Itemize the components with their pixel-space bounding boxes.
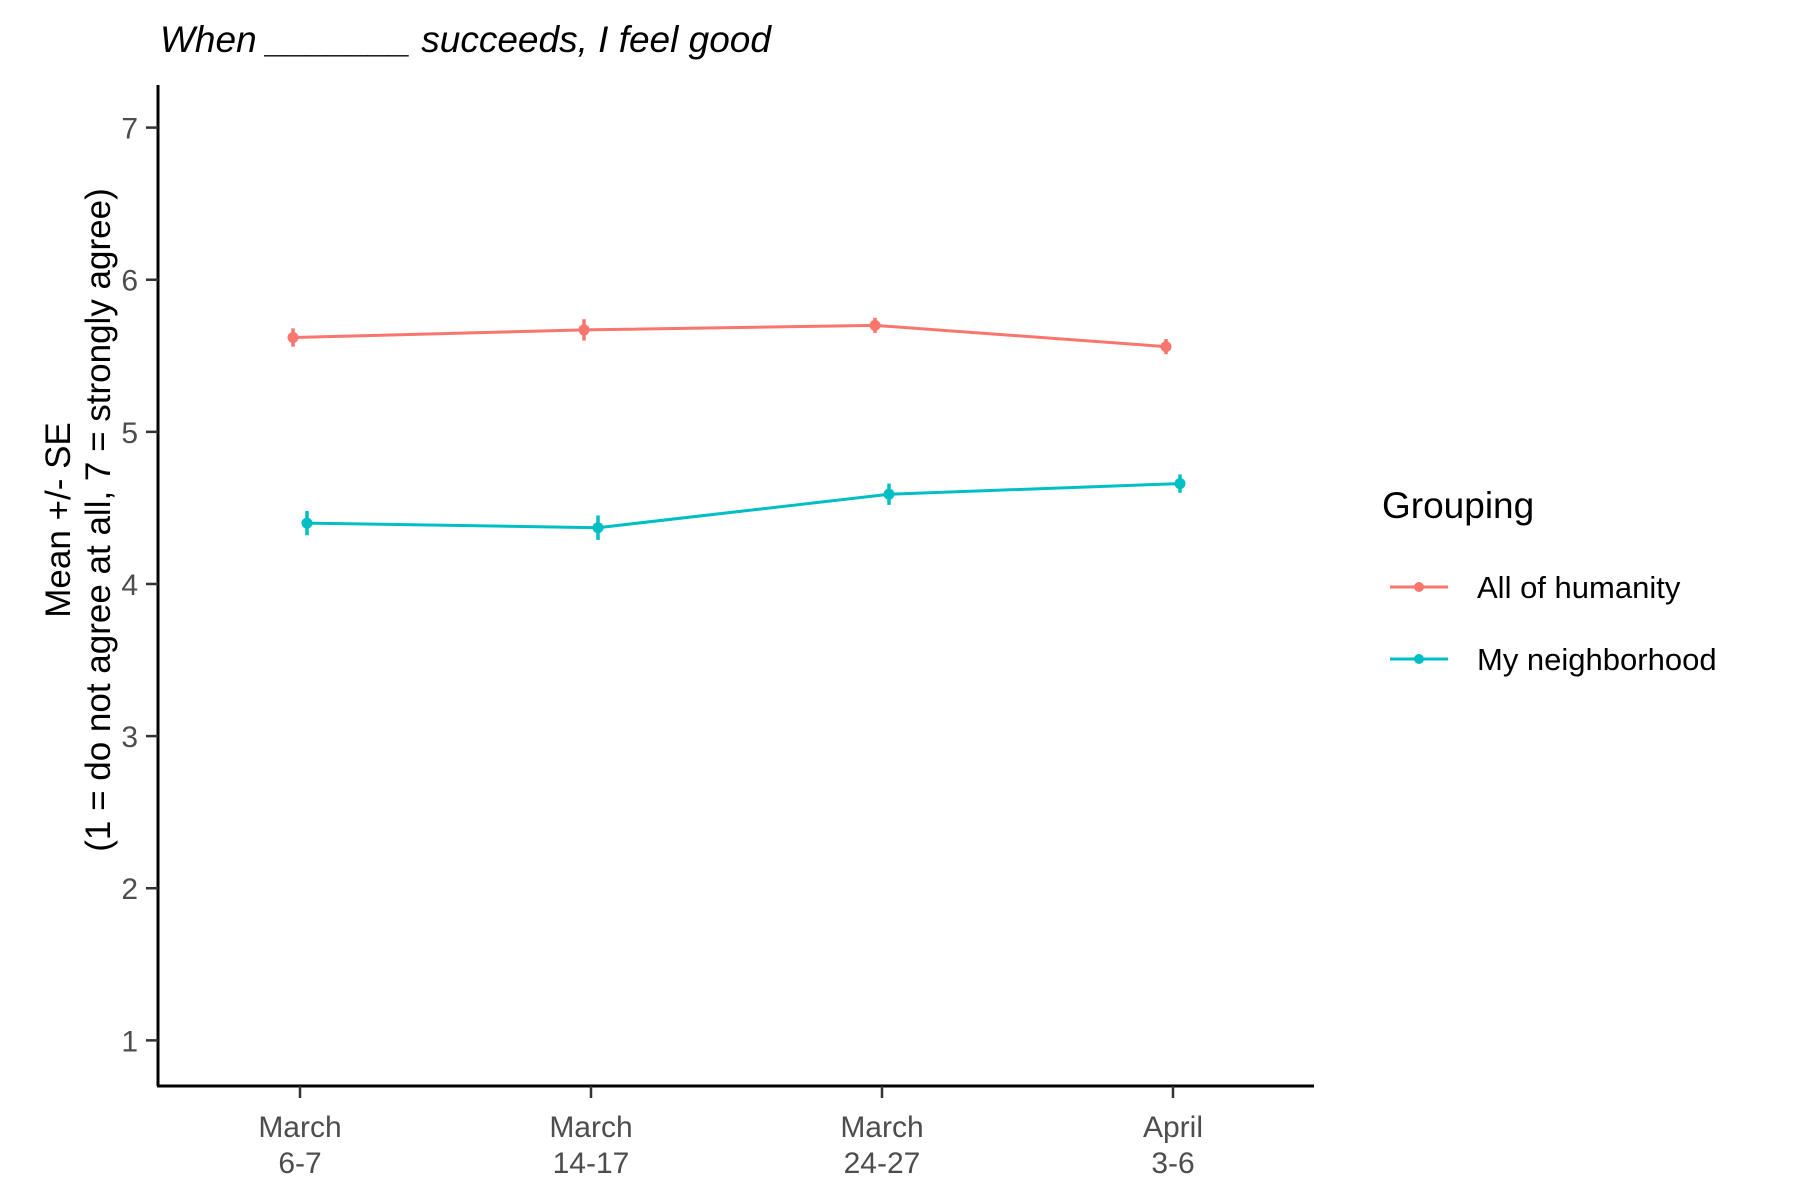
- x-tick-label: March 14-17: [549, 1111, 632, 1180]
- legend-label: All of humanity: [1477, 570, 1681, 605]
- data-point: [301, 517, 313, 529]
- y-tick-label: 7: [121, 113, 138, 146]
- data-point: [1174, 478, 1186, 490]
- chart-title: When _______ succeeds, I feel good: [160, 19, 772, 60]
- series-line: [292, 323, 1167, 349]
- y-tick-label: 4: [121, 569, 138, 602]
- y-axis-ticks: 1 2 3 4 5 6 7: [121, 113, 158, 1058]
- legend: Grouping All of humanity My neighborhood: [1382, 485, 1717, 677]
- data-point: [578, 324, 590, 336]
- y-tick-label: 2: [121, 873, 138, 906]
- y-tick-label: 6: [121, 265, 138, 298]
- legend-item: My neighborhood: [1390, 642, 1717, 677]
- data-point: [592, 522, 604, 534]
- data-point: [287, 332, 299, 344]
- x-tick-label: March 24-27: [840, 1111, 923, 1180]
- y-axis-title-line-2: (1 = do not agree at all, 7 = strongly a…: [79, 188, 118, 851]
- data-point: [1160, 341, 1172, 353]
- legend-title: Grouping: [1382, 485, 1534, 526]
- legend-key-point: [1414, 582, 1424, 592]
- y-axis-title-line-1: Mean +/- SE: [39, 422, 78, 618]
- series-line: [306, 482, 1181, 530]
- x-tick-label: March 6-7: [258, 1111, 341, 1180]
- data-point: [869, 319, 881, 331]
- legend-items: All of humanity My neighborhood: [1390, 570, 1717, 677]
- series-layer: [287, 317, 1186, 540]
- x-tick-label: April 3-6: [1143, 1111, 1203, 1180]
- y-axis-title: Mean +/- SE (1 = do not agree at all, 7 …: [39, 188, 118, 851]
- legend-item: All of humanity: [1390, 570, 1681, 605]
- data-point: [883, 488, 895, 500]
- legend-label: My neighborhood: [1477, 642, 1717, 677]
- y-tick-label: 5: [121, 417, 138, 450]
- legend-key-point: [1414, 654, 1424, 664]
- y-tick-label: 3: [121, 721, 138, 754]
- series-all-of-humanity: [287, 317, 1172, 355]
- y-tick-label: 1: [121, 1025, 138, 1058]
- series-my-neighborhood: [301, 474, 1186, 540]
- x-axis-ticks: March 6-7 March 14-17 March 24-27 April 3-6: [258, 1086, 1203, 1180]
